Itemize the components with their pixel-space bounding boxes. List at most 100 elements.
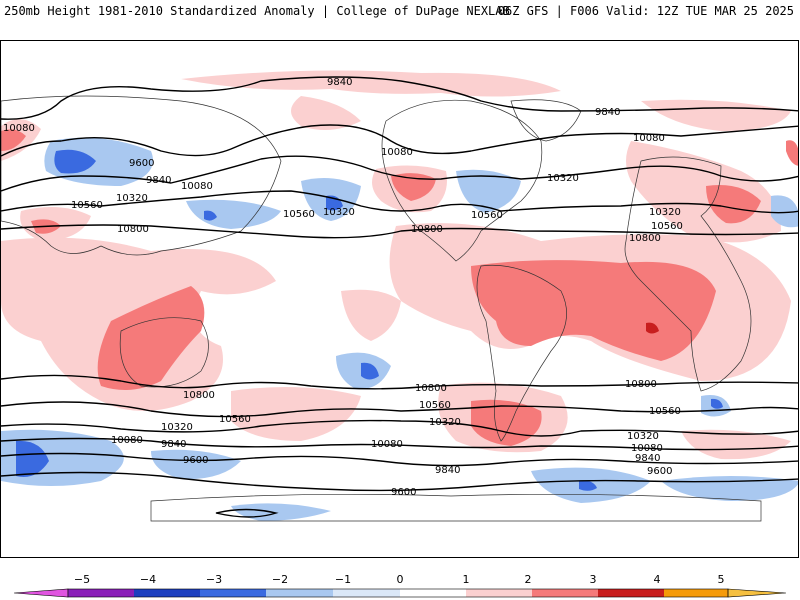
- contour-label: 10800: [117, 224, 149, 235]
- contour-label: 9840: [161, 439, 186, 450]
- colorbar-segment: [68, 589, 134, 597]
- contour-line: [1, 190, 798, 214]
- contour-label: 10080: [181, 181, 213, 192]
- contour-label: 10560: [471, 210, 503, 221]
- colorbar-segment: [598, 589, 664, 597]
- colorbar-segment: [134, 589, 200, 597]
- contour-label: 10080: [111, 435, 143, 446]
- anomaly-region: [626, 141, 781, 243]
- contour-label: 10560: [219, 414, 251, 425]
- anomaly-region: [186, 199, 281, 229]
- contour-label: 9600: [129, 158, 154, 169]
- colorbar-ticks: −5 −4 −3 −2 −1 0 1 2 3 4 5: [74, 573, 725, 586]
- contour-label: 10080: [381, 147, 413, 158]
- contour-label: 10560: [419, 400, 451, 411]
- colorbar-tick-label: 5: [718, 573, 725, 586]
- contour-label: 10320: [161, 422, 193, 433]
- contour-label: 10320: [116, 193, 148, 204]
- contour-label: 10080: [633, 133, 665, 144]
- anomaly-region: [456, 169, 521, 213]
- colorbar-segment: [664, 589, 728, 597]
- coastlines: [1, 95, 762, 522]
- contour-line: [1, 76, 798, 120]
- model-run-info: 06Z GFS | F006 Valid: 12Z TUE MAR 25 202…: [497, 4, 794, 18]
- contour-label: 10800: [411, 224, 443, 235]
- anomaly-region: [771, 195, 798, 228]
- anomaly-region: [471, 260, 716, 361]
- contour-label: 10800: [629, 233, 661, 244]
- contour-line: [1, 471, 798, 492]
- south-america-outline: [476, 265, 567, 442]
- contour-label: 10320: [547, 173, 579, 184]
- contour-label: 10320: [429, 417, 461, 428]
- contour-line: [1, 124, 798, 157]
- anomaly-map: 9840 9840 10080 10080 9600 9840 10080 10…: [1, 70, 798, 522]
- contour-label: 9840: [635, 453, 660, 464]
- contour-line: [215, 508, 279, 518]
- contour-label: 10320: [627, 431, 659, 442]
- colorbar-tick-label: 0: [397, 573, 404, 586]
- contour-label: 10800: [415, 383, 447, 394]
- anomaly-region: [1, 129, 26, 151]
- contour-label: 10560: [651, 221, 683, 232]
- anomaly-region: [341, 289, 401, 341]
- contour-label: 10800: [183, 390, 215, 401]
- anomaly-region: [151, 449, 241, 480]
- colorbar-tick-label: 2: [525, 573, 532, 586]
- contour-label: 9840: [435, 465, 460, 476]
- colorbar-segment: [532, 589, 598, 597]
- anomaly-region: [681, 429, 791, 460]
- europe-africa-outline: [624, 156, 752, 392]
- colorbar-tick-label: 3: [590, 573, 597, 586]
- colorbar-tick-label: −3: [206, 573, 222, 586]
- contour-label: 10560: [283, 209, 315, 220]
- contour-label: 10560: [71, 200, 103, 211]
- anomaly-region: [641, 99, 791, 131]
- anomaly-region: [181, 70, 561, 97]
- contour-label: 10800: [625, 379, 657, 390]
- north-america-outline: [381, 99, 543, 262]
- colorbar-legend: −5 −4 −3 −2 −1 0 1 2 3 4 5: [13, 573, 787, 598]
- anomaly-region: [231, 387, 361, 441]
- contour-line: [1, 224, 798, 239]
- anomaly-region: [16, 440, 49, 477]
- anomaly-region: [391, 173, 436, 201]
- colorbar-segment: [333, 589, 400, 597]
- contour-label: 10320: [323, 207, 355, 218]
- contour-label: 10320: [649, 207, 681, 218]
- anomaly-region: [361, 362, 379, 380]
- colorbar-segment: [266, 589, 333, 597]
- asia-outline: [1, 95, 282, 256]
- anomaly-region: [231, 503, 331, 521]
- anomaly-region: [786, 140, 798, 166]
- colorbar-segment: [400, 589, 466, 597]
- contour-line: [1, 374, 798, 390]
- colorbar-tick-label: −1: [335, 573, 351, 586]
- colorbar-segments: [13, 588, 787, 598]
- contour-line: [1, 437, 798, 451]
- contour-label: 9840: [595, 107, 620, 118]
- contour-label: 10080: [371, 439, 403, 450]
- contour-label: 9600: [391, 487, 416, 498]
- colorbar-arrow-left: [13, 588, 69, 598]
- colorbar-tick-label: 1: [463, 573, 470, 586]
- anomaly-region: [646, 322, 659, 334]
- anomaly-region: [54, 149, 96, 174]
- colorbar-tick-label: −2: [272, 573, 288, 586]
- positive-anomaly-shading: [1, 70, 798, 460]
- colorbar-tick-label: −5: [74, 573, 90, 586]
- map-panel: 9840 9840 10080 10080 9600 9840 10080 10…: [0, 40, 799, 558]
- colorbar-segment: [466, 589, 532, 597]
- height-contours: [1, 76, 798, 518]
- contour-label: 9840: [146, 175, 171, 186]
- anomaly-region: [204, 210, 217, 221]
- colorbar-tick-label: 4: [654, 573, 661, 586]
- colorbar-segment: [200, 589, 266, 597]
- contour-label: 10080: [3, 123, 35, 134]
- contour-label: 9600: [647, 466, 672, 477]
- anomaly-region: [291, 96, 361, 130]
- map-title: 250mb Height 1981-2010 Standardized Anom…: [4, 4, 510, 18]
- anomaly-region: [97, 286, 205, 390]
- anomaly-region: [711, 398, 723, 409]
- anomaly-region: [579, 480, 597, 491]
